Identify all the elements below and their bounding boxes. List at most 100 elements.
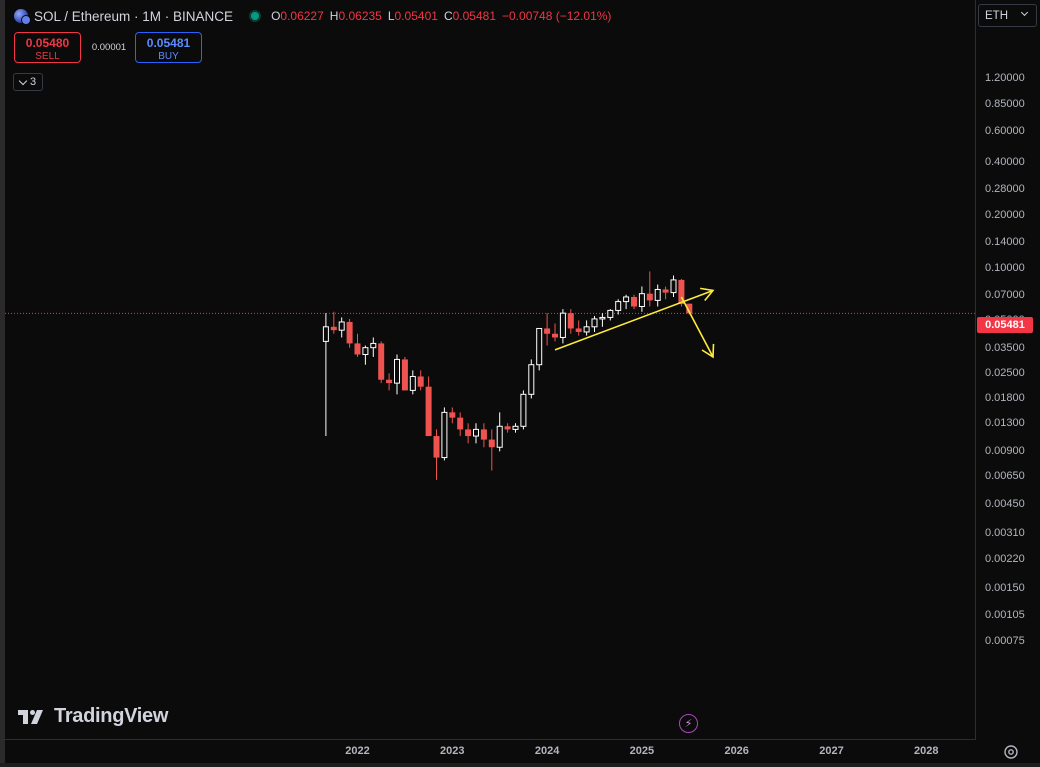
candle-2024-12 [631,294,637,310]
candle-2024-05 [575,320,582,336]
price-tick-label: 0.00075 [985,635,1025,648]
candle-2023-07 [496,412,503,452]
candle-body [552,333,558,338]
tradingview-logo[interactable]: TradingView [18,705,168,728]
time-axis-separator [0,739,976,740]
candle-body [591,318,598,328]
sell-button[interactable]: 0.05480 SELL [14,32,81,63]
time-tick-label: 2028 [914,745,939,757]
candle-body [646,293,653,301]
trend-line-arrow [554,287,715,351]
arrow-line [680,296,714,358]
candle-body [449,412,456,418]
candle-body [457,417,464,430]
candle-2024-11 [623,294,630,310]
price-tick-label: 0.00150 [985,582,1025,595]
last-price-label: 0.05481 [977,317,1033,333]
candle-body [567,313,574,329]
candle-body [409,375,416,391]
candle-body [662,289,669,293]
candle-body [417,376,424,387]
candle-body [370,342,377,349]
candle-2023-05 [480,423,487,448]
price-tick-label: 0.00650 [985,470,1025,483]
candle-2023-03 [465,423,472,444]
currency-select[interactable]: ETH [978,4,1037,27]
candle-2025-05 [670,275,677,297]
price-tick-label: 0.20000 [985,208,1025,221]
arrow-line [554,289,714,351]
candle-2022-06 [394,354,400,395]
candle-2024-06 [583,320,590,336]
candle-2021-11 [338,317,345,338]
price-tick-label: 0.00220 [985,552,1025,565]
price-tick-label: 0.14000 [985,235,1025,248]
settings-icon[interactable] [1001,742,1021,762]
arrow-head [701,343,715,359]
candle-body [528,364,535,395]
candle-body [465,429,472,437]
candle-2023-08 [504,423,511,433]
candle-body [433,436,440,458]
candle-2025-02 [646,271,653,307]
price-tick-label: 0.10000 [985,261,1025,274]
candle-body [678,279,685,305]
candle-2021-12 [346,318,353,348]
candle-body [496,425,503,448]
time-tick-label: 2026 [724,745,749,757]
indicators-toggle-button[interactable]: 3 [13,73,43,91]
market-open-status-icon[interactable] [251,12,260,20]
ohlc-low: L0.05401 [387,9,438,23]
candle-body [575,328,582,332]
candles [322,271,693,480]
candle-2022-01 [354,333,361,357]
candle-body [583,326,590,333]
candle-2024-08 [599,313,606,327]
sell-label: SELL [35,51,60,62]
buy-price: 0.05481 [146,36,191,50]
time-tick-label: 2023 [440,745,465,757]
price-tick-label: 0.00900 [985,445,1025,458]
symbol-title[interactable]: SOL / Ethereum · 1M · BINANCE [34,8,234,24]
candle-body [441,411,448,459]
candle-2021-09 [322,313,329,437]
candle-body [512,425,519,430]
candle-2021-10 [330,311,337,334]
price-tick-label: 0.03500 [985,341,1025,354]
candle-2023-01 [449,407,456,424]
candle-2024-07 [591,315,598,332]
symbol-header: SOL / Ethereum · 1M · BINANCE O0.06227 H… [14,7,611,25]
buy-label: BUY [158,51,179,62]
price-tick-label: 0.01800 [985,392,1025,405]
candle-body [638,293,645,308]
candle-2024-04 [567,309,574,334]
breakdown-arrow [680,296,715,359]
left-border [0,0,5,767]
candle-body [362,347,369,356]
candle-2025-01 [638,286,645,312]
lightning-icon[interactable]: ⚡ [679,714,698,733]
tradingview-logo-icon [18,709,43,724]
candle-body [322,326,329,342]
ohlc-open: O0.06227 [271,9,324,23]
candle-2022-12 [441,407,448,461]
chevron-down-icon [1020,8,1029,17]
candle-2022-07 [401,356,408,391]
candle-body [520,393,527,427]
candle-2022-02 [362,345,369,365]
candle-body [488,439,495,448]
candle-body [599,316,606,320]
candle-body [425,386,432,437]
candle-body [338,321,345,331]
buy-button[interactable]: 0.05481 BUY [135,32,202,63]
ohlc-high: H0.06235 [329,9,382,23]
price-tick-label: 0.00310 [985,526,1025,539]
price-tick-label: 0.00105 [985,609,1025,622]
candle-2023-04 [473,423,479,444]
candle-2022-05 [386,373,393,391]
time-tick-label: 2027 [819,745,844,757]
spread-value: 0.00001 [91,42,127,53]
candle-body [354,343,361,355]
candle-2022-08 [409,370,416,395]
